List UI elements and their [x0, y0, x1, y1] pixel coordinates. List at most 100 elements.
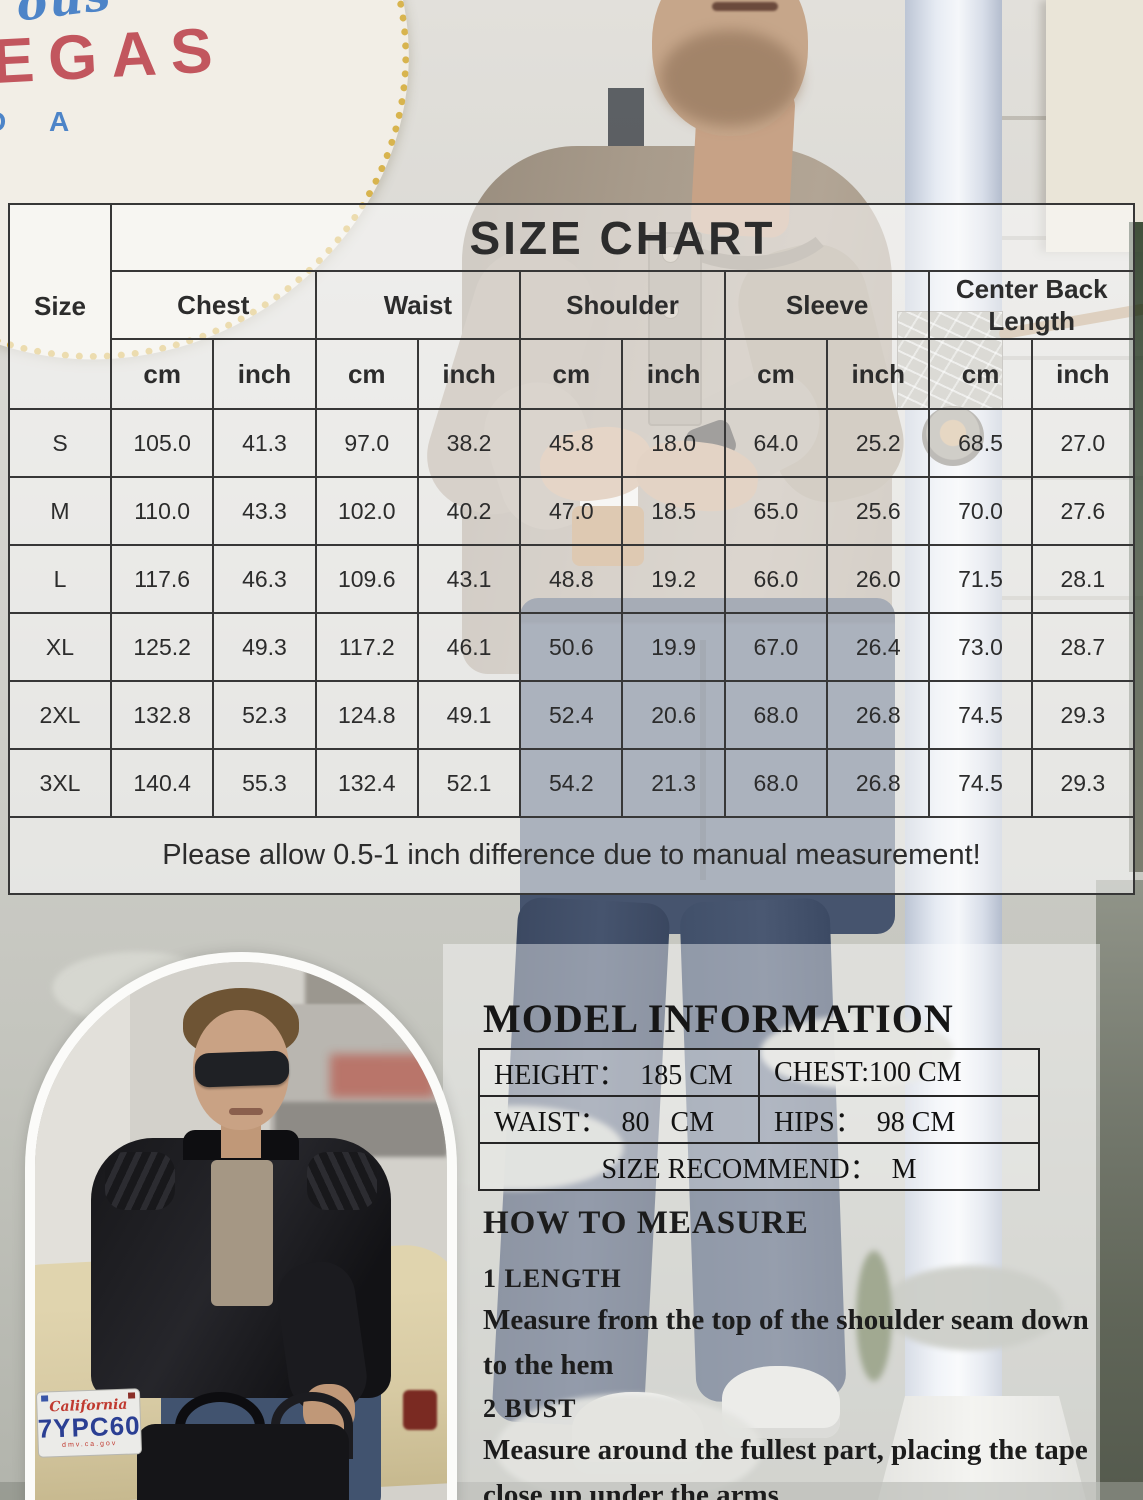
cell: 52.1 — [416, 748, 522, 818]
rocks — [1096, 880, 1143, 1500]
unit-header: cm — [109, 338, 215, 410]
unit-header: cm — [928, 338, 1033, 410]
table-row-xl: XL 125.2 49.3 117.2 46.1 50.6 19.9 67.0 … — [8, 612, 1136, 682]
cell: 19.9 — [621, 612, 726, 682]
step-1-heading: 1 LENGTH — [483, 1264, 622, 1293]
col-group-waist: Waist — [314, 270, 522, 340]
size-recommend: SIZE RECOMMEND： M — [478, 1142, 1040, 1191]
cell: 50.6 — [519, 612, 624, 682]
step-1-text: Measure from the top of the shoulder sea… — [483, 1304, 1089, 1381]
inset-photo-content: California 7YPC60 dmv.ca.gov — [35, 962, 447, 1500]
col-group-center-back-length: Center Back Length — [928, 270, 1135, 340]
cell: 64.0 — [723, 408, 829, 478]
cell: 140.4 — [109, 748, 215, 818]
cell: 18.0 — [621, 408, 726, 478]
unit-header: cm — [519, 338, 624, 410]
how-to-measure-section: HOW TO MEASURE 1 LENGTH Measure from the… — [483, 1205, 1101, 1500]
cell: 29.3 — [1030, 680, 1136, 750]
cell: 68.5 — [928, 408, 1033, 478]
vegas-letters: EGAS — [0, 14, 229, 98]
unit-header: cm — [723, 338, 829, 410]
cell: 49.1 — [416, 680, 522, 750]
col-group-chest: Chest — [110, 270, 317, 340]
plate-footer-text: dmv.ca.gov — [61, 1439, 118, 1449]
cell: 102.0 — [314, 476, 419, 546]
step-2-text: Measure around the fullest part, placing… — [483, 1433, 1088, 1500]
step-2-heading: 2 BUST — [483, 1393, 577, 1423]
cell: 26.0 — [826, 544, 931, 614]
unit-header: inch — [212, 338, 317, 410]
unit-header: inch — [416, 338, 522, 410]
cell: 105.0 — [109, 408, 215, 478]
unit-header: inch — [1030, 338, 1136, 410]
cell: 38.2 — [416, 408, 522, 478]
jacket-quilted-shoulder — [105, 1152, 175, 1210]
sunglasses — [194, 1050, 290, 1088]
cell: 27.0 — [1030, 408, 1136, 478]
size-label: L — [8, 544, 112, 614]
cell: 25.6 — [826, 476, 931, 546]
cell: 47.0 — [519, 476, 624, 546]
cell: 43.3 — [212, 476, 317, 546]
cell: 117.6 — [109, 544, 215, 614]
cell: 132.8 — [109, 680, 215, 750]
cell: 25.2 — [826, 408, 931, 478]
table-row-3xl: 3XL 140.4 55.3 132.4 52.1 54.2 21.3 68.0… — [8, 748, 1136, 818]
vegas-small-text: D A — [0, 106, 88, 137]
cell: 26.8 — [826, 748, 931, 818]
model-stubble — [660, 30, 800, 126]
size-label: 2XL — [8, 680, 112, 750]
cell: 73.0 — [928, 612, 1033, 682]
model-information-table: HEIGHT： 185 CM CHEST:100 CM WAIST： 80 CM… — [478, 1048, 1040, 1191]
cell: 46.1 — [416, 612, 522, 682]
cell: 55.3 — [212, 748, 317, 818]
model-photo-inset: California 7YPC60 dmv.ca.gov — [25, 952, 457, 1500]
cell: 124.8 — [314, 680, 419, 750]
cell: 110.0 — [109, 476, 215, 546]
col-group-sleeve: Sleeve — [723, 270, 931, 340]
model-hips: HIPS： 98 CM — [758, 1095, 1040, 1144]
cell: 74.5 — [928, 748, 1033, 818]
cell: 29.3 — [1030, 748, 1136, 818]
cell: 117.2 — [314, 612, 419, 682]
cell: 41.3 — [212, 408, 317, 478]
cell: 109.6 — [314, 544, 419, 614]
table-row-2xl: 2XL 132.8 52.3 124.8 49.1 52.4 20.6 68.0… — [8, 680, 1136, 750]
unit-header: cm — [314, 338, 419, 410]
cell: 74.5 — [928, 680, 1033, 750]
col-header-size: Size — [8, 203, 112, 410]
inset-model-mouth — [229, 1108, 263, 1115]
cell: 43.1 — [416, 544, 522, 614]
size-label: XL — [8, 612, 112, 682]
size-chart-title: SIZE CHART — [110, 203, 1135, 272]
cell: 97.0 — [314, 408, 419, 478]
measurement-note: Please allow 0.5-1 inch difference due t… — [8, 816, 1135, 895]
cell: 68.0 — [723, 680, 829, 750]
size-label: 3XL — [8, 748, 112, 818]
unit-header: inch — [826, 338, 931, 410]
cell: 52.4 — [519, 680, 624, 750]
col-group-shoulder: Shoulder — [519, 270, 726, 340]
cell: 132.4 — [314, 748, 419, 818]
model-mouth — [712, 2, 778, 11]
cell: 68.0 — [723, 748, 829, 818]
model-chest: CHEST:100 CM — [758, 1048, 1040, 1097]
leather-bag — [137, 1424, 349, 1500]
cell: 66.0 — [723, 544, 829, 614]
cell: 26.8 — [826, 680, 931, 750]
cell: 45.8 — [519, 408, 624, 478]
car-taillight — [403, 1390, 437, 1430]
cell: 46.3 — [212, 544, 317, 614]
how-to-measure-title: HOW TO MEASURE — [483, 1205, 809, 1241]
table-row-l: L 117.6 46.3 109.6 43.1 48.8 19.2 66.0 2… — [8, 544, 1136, 614]
cell: 125.2 — [109, 612, 215, 682]
cell: 19.2 — [621, 544, 726, 614]
cell: 67.0 — [723, 612, 829, 682]
cell: 54.2 — [519, 748, 624, 818]
table-row-m: M 110.0 43.3 102.0 40.2 47.0 18.5 65.0 2… — [8, 476, 1136, 546]
cell: 48.8 — [519, 544, 624, 614]
table-row-s: S 105.0 41.3 97.0 38.2 45.8 18.0 64.0 25… — [8, 408, 1136, 478]
cell: 49.3 — [212, 612, 317, 682]
unit-header: inch — [621, 338, 726, 410]
